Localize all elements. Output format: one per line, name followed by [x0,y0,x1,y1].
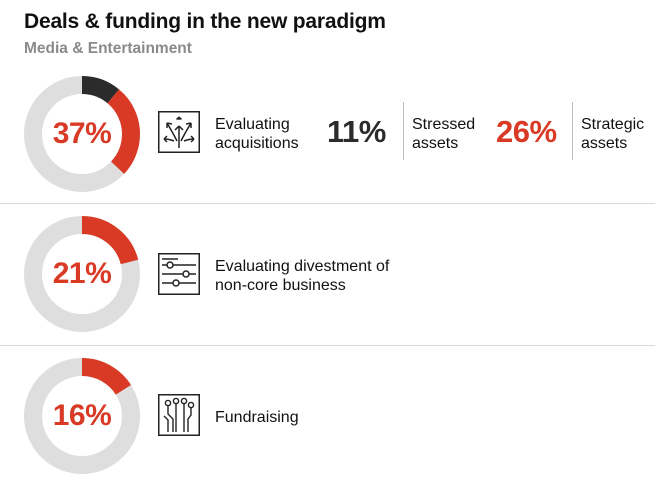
row-label-fundraising: Fundraising [215,408,299,427]
donut-chart-acquisitions [24,76,140,192]
donut-divestment: 21% [22,214,142,334]
chart-title: Deals & funding in the new paradigm [24,10,386,33]
donut-chart-fundraising [24,358,140,474]
circuit-nodes-icon [158,394,200,436]
row-label-line: non-core business [215,277,346,294]
row-label-line: Evaluating divestment of [215,258,390,275]
row-label-line: Fundraising [215,409,299,426]
donut-fundraising: 16% [22,356,142,476]
row-divider [0,345,655,346]
row-fundraising: 16% Fundraising [0,346,655,491]
row-label-line: Evaluating [215,116,290,133]
separator [403,102,404,160]
sliders-icon [158,253,200,295]
row-label-acquisitions: Evaluating acquisitions [215,115,299,153]
chart-subtitle: Media & Entertainment [24,40,192,57]
stat-value-stressed: 11% [327,114,386,149]
donut-segment-1 [24,76,140,192]
donut-segment-0 [24,216,140,332]
row-acquisitions: 37% Evaluating acquisitions 11% Stressed… [0,72,655,200]
donut-chart-divestment [24,216,140,332]
donut-acquisitions: 37% [22,74,142,194]
donut-segment-0 [24,358,140,474]
donut-value-label: 37% [52,117,112,150]
separator [572,102,573,160]
donut-value-label: 16% [52,399,112,432]
stat-label-stressed: Stressed assets [412,115,475,153]
row-label-divestment: Evaluating divestment of non-core busine… [215,257,389,295]
stat-label-line: assets [412,135,459,152]
diverging-arrows-icon [158,111,200,153]
row-label-line: acquisitions [215,135,299,152]
stat-value-strategic: 26% [496,114,557,149]
donut-value-label: 21% [52,257,112,290]
row-divider [0,203,655,204]
row-divestment: 21% Evaluating divestment of non-core bu… [0,204,655,344]
stat-label-line: assets [581,135,628,152]
stat-label-strategic: Strategic assets [581,115,644,153]
stat-label-line: Stressed [412,116,476,133]
donut-segment-0 [24,76,140,192]
stat-label-line: Strategic [581,116,645,133]
